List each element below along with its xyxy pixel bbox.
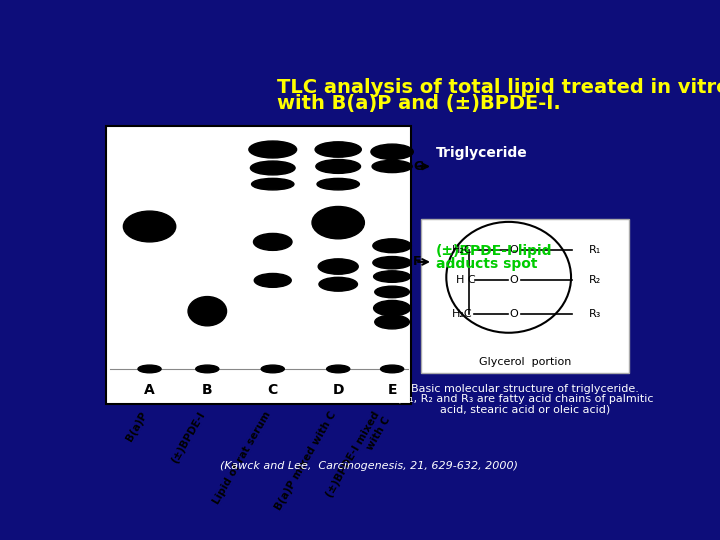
Text: B(a)P: B(a)P — [125, 410, 150, 443]
Ellipse shape — [373, 239, 411, 253]
Text: R₂: R₂ — [589, 275, 601, 286]
Text: H₂C: H₂C — [452, 309, 473, 319]
Text: with B(a)P and (±)BPDE-I.: with B(a)P and (±)BPDE-I. — [276, 94, 560, 113]
Text: O: O — [509, 309, 518, 319]
Ellipse shape — [317, 178, 359, 190]
FancyBboxPatch shape — [106, 126, 411, 403]
Ellipse shape — [315, 142, 361, 157]
Text: O: O — [509, 245, 518, 254]
Text: (R₁, R₂ and R₃ are fatty acid chains of palmitic: (R₁, R₂ and R₃ are fatty acid chains of … — [397, 394, 654, 404]
Text: acid, stearic acid or oleic acid): acid, stearic acid or oleic acid) — [440, 404, 611, 414]
Text: C: C — [268, 383, 278, 397]
Text: A: A — [144, 383, 155, 397]
Ellipse shape — [188, 296, 227, 326]
Text: TLC analysis of total lipid treated in vitro: TLC analysis of total lipid treated in v… — [276, 78, 720, 97]
Text: (±)BPDE-I: (±)BPDE-I — [170, 410, 207, 465]
Ellipse shape — [371, 144, 413, 159]
FancyBboxPatch shape — [421, 219, 629, 373]
Text: Lipid of rat serum: Lipid of rat serum — [212, 410, 273, 506]
Ellipse shape — [196, 365, 219, 373]
Ellipse shape — [138, 365, 161, 373]
Text: adducts spot: adducts spot — [436, 257, 538, 271]
Ellipse shape — [373, 256, 411, 269]
Ellipse shape — [319, 278, 357, 291]
Ellipse shape — [253, 233, 292, 251]
Text: F: F — [413, 255, 421, 268]
Text: (±)BPDE-I mixed
with C: (±)BPDE-I mixed with C — [325, 410, 392, 505]
Text: B: B — [202, 383, 212, 397]
Ellipse shape — [375, 315, 410, 329]
Ellipse shape — [251, 178, 294, 190]
Ellipse shape — [261, 365, 284, 373]
Ellipse shape — [249, 141, 297, 158]
Ellipse shape — [327, 365, 350, 373]
Text: (Kawck and Lee,  Carcinogenesis, 21, 629-632, 2000): (Kawck and Lee, Carcinogenesis, 21, 629-… — [220, 461, 518, 471]
Ellipse shape — [374, 271, 410, 282]
Text: R₁: R₁ — [589, 245, 601, 254]
Text: H C: H C — [456, 275, 476, 286]
Text: E: E — [387, 383, 397, 397]
Ellipse shape — [254, 273, 291, 287]
Text: R₃: R₃ — [589, 309, 602, 319]
Text: Glycerol  portion: Glycerol portion — [479, 357, 572, 367]
Text: H₂C: H₂C — [452, 245, 473, 254]
Ellipse shape — [251, 161, 295, 175]
Ellipse shape — [312, 206, 364, 239]
Ellipse shape — [446, 222, 571, 333]
Text: (±)BPDE-I-lipid: (±)BPDE-I-lipid — [436, 244, 552, 258]
Ellipse shape — [381, 365, 404, 373]
Text: D: D — [333, 383, 344, 397]
Text: Triglyceride: Triglyceride — [436, 146, 528, 160]
Ellipse shape — [316, 159, 361, 173]
Ellipse shape — [375, 286, 410, 298]
Text: O: O — [509, 275, 518, 286]
Ellipse shape — [372, 160, 412, 173]
Ellipse shape — [374, 300, 410, 316]
Ellipse shape — [318, 259, 359, 274]
Text: B(a)P mixed with C: B(a)P mixed with C — [274, 410, 338, 512]
Text: G: G — [413, 160, 423, 173]
Ellipse shape — [123, 211, 176, 242]
Text: Basic molecular structure of triglyceride.: Basic molecular structure of triglycerid… — [411, 384, 639, 394]
